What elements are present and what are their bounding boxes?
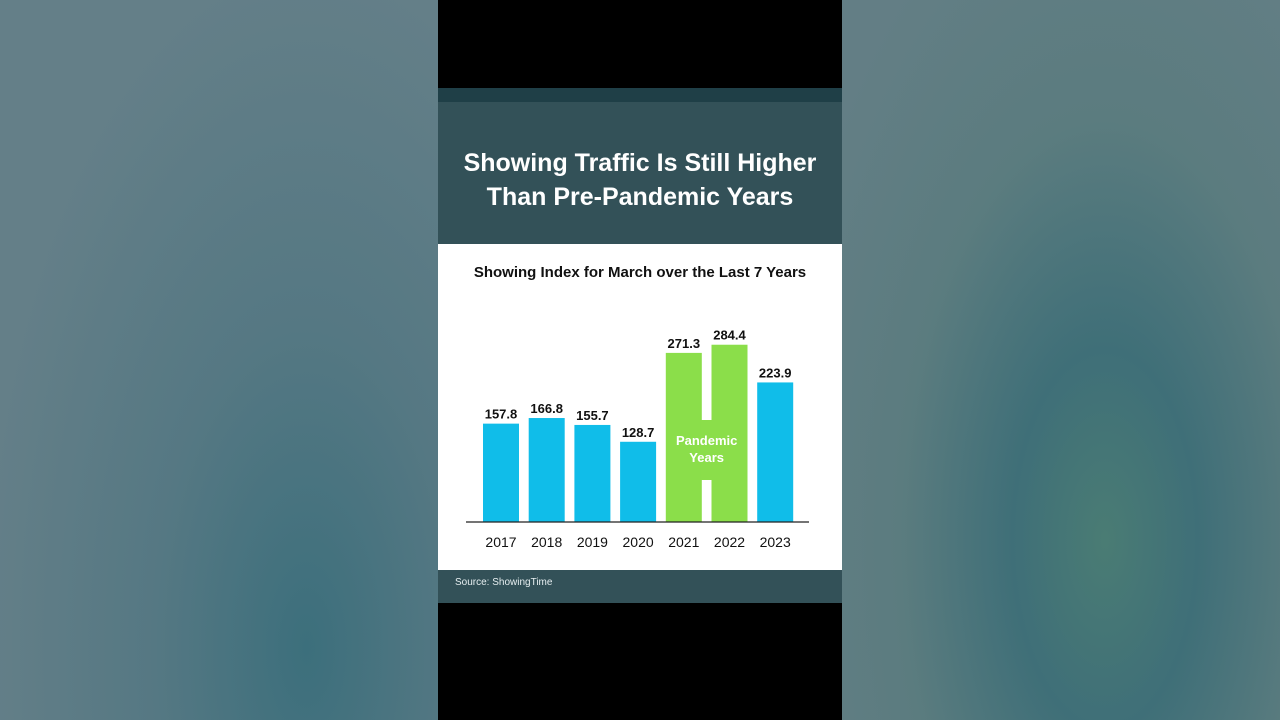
- bar-chart: 157.8 2017 166.8 2018 155.7 2019 128.7 2020 271.…: [466, 328, 809, 550]
- source-note: Source: ShowingTime: [455, 577, 553, 588]
- data-label-2021: 271.3: [668, 336, 701, 351]
- tick-label-2018: 2018: [531, 534, 562, 550]
- slide-title-line-1: Showing Traffic Is Still Higher: [463, 149, 817, 177]
- top-divider: [438, 88, 842, 102]
- bar-2017: [483, 423, 519, 522]
- bar-2019: [574, 424, 611, 522]
- bar-2021: [665, 352, 702, 522]
- slide-footer: Source: ShowingTime: [438, 570, 842, 603]
- background-left: [0, 0, 438, 720]
- data-label-2017: 157.8: [485, 407, 518, 422]
- pandemic-connector: [700, 420, 713, 480]
- tick-label-2021: 2021: [668, 534, 699, 550]
- slide-title: Showing Traffic Is Still Higher Than Pre…: [450, 146, 830, 214]
- pandemic-label-line-1: Pandemic: [676, 433, 737, 448]
- chart-title: Showing Index for March over the Last 7 …: [473, 264, 807, 281]
- data-label-2022: 284.4: [713, 328, 746, 343]
- bar-2020: [620, 441, 657, 522]
- slide-header: Showing Traffic Is Still Higher Than Pre…: [438, 102, 842, 244]
- video-frame: Showing Traffic Is Still Higher Than Pre…: [438, 0, 842, 720]
- bar-2023: [757, 382, 794, 522]
- slide-title-line-2: Than Pre-Pandemic Years: [486, 183, 794, 211]
- data-label-2023: 223.9: [759, 365, 792, 380]
- tick-label-2019: 2019: [577, 534, 608, 550]
- bar-2022: [711, 344, 748, 522]
- data-label-2020: 128.7: [622, 425, 655, 440]
- tick-label-2020: 2020: [623, 534, 654, 550]
- tick-label-2022: 2022: [714, 534, 745, 550]
- tick-label-2017: 2017: [485, 534, 516, 550]
- chart-card: Showing Index for March over the Last 7 …: [438, 244, 842, 570]
- background-right: [842, 0, 1280, 720]
- data-label-2018: 166.8: [530, 401, 563, 416]
- data-label-2019: 155.7: [576, 408, 609, 423]
- tick-label-2023: 2023: [760, 534, 791, 550]
- bar-2018: [528, 418, 565, 522]
- pandemic-label-line-2: Years: [689, 450, 724, 465]
